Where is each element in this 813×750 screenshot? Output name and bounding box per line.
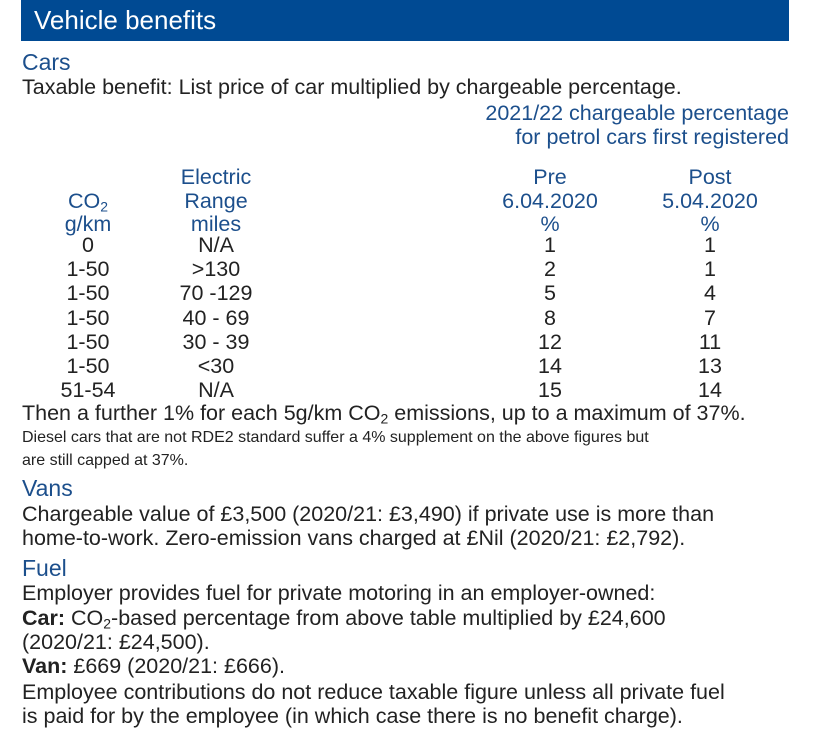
- cell-co2: 1-50: [66, 329, 110, 354]
- fuel-employee-2: is paid for by the employee (in which ca…: [22, 704, 683, 728]
- cell-co2: 1-50: [66, 305, 110, 330]
- vans-line-1: Chargeable value of £3,500 (2020/21: £3,…: [22, 502, 715, 526]
- col-post-header-1: Post: [688, 165, 732, 189]
- cars-intro: Taxable benefit: List price of car multi…: [22, 75, 682, 99]
- cell-co2: 51-54: [60, 378, 116, 403]
- vans-line-2: home-to-work. Zero-emission vans charged…: [22, 526, 686, 550]
- cell-pre: 5: [544, 281, 556, 306]
- fuel-line-1: Employer provides fuel for private motor…: [22, 581, 656, 605]
- col-post-unit: %: [700, 212, 720, 236]
- vans-heading: Vans: [22, 475, 73, 501]
- fuel-heading: Fuel: [22, 555, 67, 581]
- col-pre-unit: %: [540, 212, 560, 236]
- cell-range: 70 -129: [179, 281, 253, 306]
- cell-co2: 1-50: [66, 281, 110, 306]
- cell-range: 40 - 69: [182, 305, 250, 330]
- cell-pre: 1: [544, 233, 556, 257]
- col-range-header-1: Electric: [180, 165, 252, 189]
- col-range-header-2: Range: [184, 189, 248, 213]
- cell-pre: 15: [538, 378, 562, 403]
- col-co2-header: CO2: [67, 189, 109, 215]
- diesel-note-2: are still capped at 37%.: [22, 452, 189, 469]
- table-title-2: for petrol cars first registered: [515, 125, 789, 149]
- cell-post: 11: [698, 329, 722, 354]
- cell-co2: 0: [82, 233, 94, 257]
- cell-post: 13: [698, 354, 722, 378]
- diesel-note-1: Diesel cars that are not RDE2 standard s…: [22, 429, 649, 446]
- fuel-employee-1: Employee contributions do not reduce tax…: [22, 680, 725, 704]
- col-range-unit: miles: [190, 212, 242, 236]
- cell-co2: 1-50: [66, 354, 110, 378]
- further-note: Then a further 1% for each 5g/km CO2 emi…: [22, 401, 746, 427]
- cell-pre: 8: [544, 305, 556, 330]
- table-title-1: 2021/22 chargeable percentage: [485, 101, 789, 125]
- cell-range: <30: [197, 354, 235, 378]
- cell-pre: 12: [538, 329, 562, 354]
- fuel-car-2: (2020/21: £24,500).: [22, 630, 210, 654]
- cell-pre: 2: [544, 257, 556, 282]
- cell-post: 14: [698, 378, 722, 403]
- col-pre-header-1: Pre: [533, 165, 567, 189]
- col-post-header-2: 5.04.2020: [662, 189, 758, 213]
- col-co2-unit: g/km: [64, 212, 112, 236]
- fuel-van: Van: £669 (2020/21: £666).: [22, 654, 285, 678]
- cell-pre: 14: [538, 354, 562, 378]
- cell-range: N/A: [198, 233, 234, 257]
- cell-range: >130: [191, 257, 241, 282]
- section-header: Vehicle benefits: [21, 0, 789, 41]
- fuel-car: Car: CO2-based percentage from above tab…: [22, 606, 666, 632]
- cell-post: 4: [704, 281, 716, 306]
- section-title: Vehicle benefits: [34, 5, 217, 35]
- cell-co2: 1-50: [66, 257, 110, 282]
- cell-post: 1: [704, 257, 716, 282]
- cell-post: 1: [704, 233, 716, 257]
- cell-range: 30 - 39: [182, 329, 250, 354]
- col-pre-header-2: 6.04.2020: [502, 189, 598, 213]
- cars-heading: Cars: [22, 49, 71, 75]
- cell-range: N/A: [198, 378, 234, 403]
- cell-post: 7: [704, 305, 716, 330]
